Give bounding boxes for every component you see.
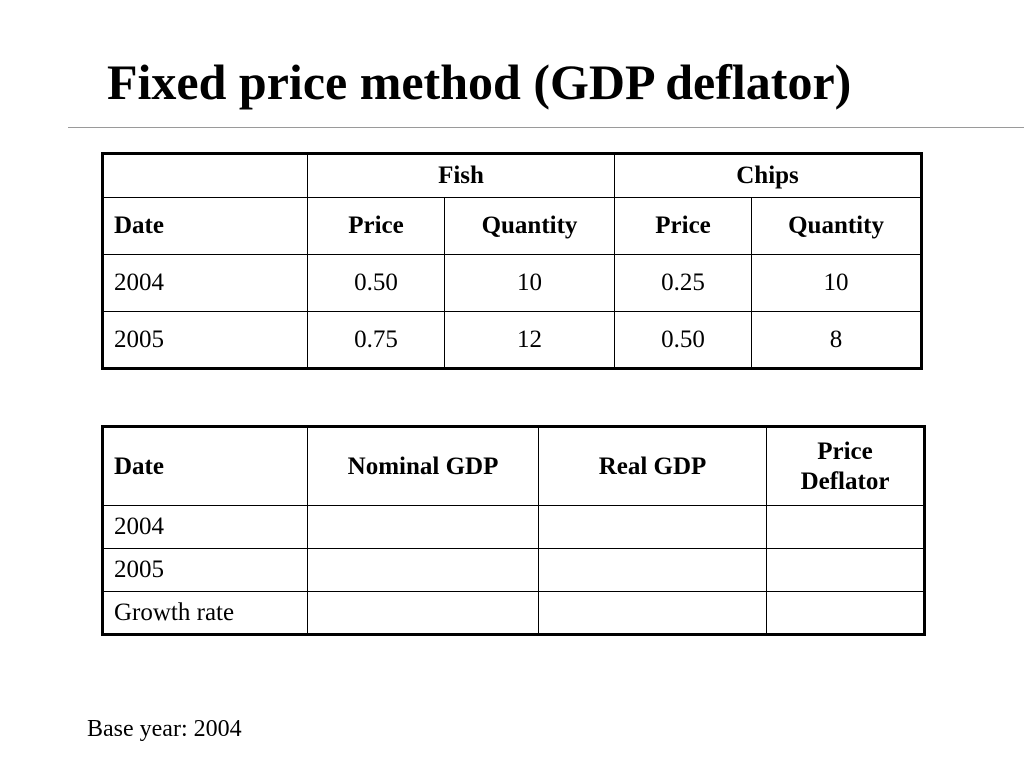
slide-title: Fixed price method (GDP deflator) — [107, 54, 852, 110]
table-group-header-row: Fish Chips — [102, 153, 923, 198]
fish-quantity-cell: 10 — [443, 254, 616, 312]
title-divider — [68, 127, 1024, 128]
column-header-fish-price: Price — [307, 197, 445, 255]
real-gdp-growth-cell — [538, 591, 767, 635]
price-deflator-growth-cell — [766, 591, 925, 635]
chips-quantity-cell: 10 — [751, 254, 923, 312]
base-year-note: Base year: 2004 — [87, 716, 242, 742]
column-header-price-deflator: Price Deflator — [766, 426, 925, 506]
nominal-gdp-cell — [307, 505, 539, 549]
column-header-date: Date — [102, 197, 308, 255]
fish-quantity-cell: 12 — [443, 311, 616, 369]
real-gdp-cell — [538, 505, 767, 549]
gdp-table: Date Nominal GDP Real GDP Price Deflator… — [101, 425, 926, 636]
real-gdp-cell — [538, 548, 767, 592]
column-header-chips-price: Price — [614, 197, 753, 255]
price-quantity-table: Fish Chips Date Price Quantity Price Qua… — [101, 152, 924, 370]
chips-price-cell: 0.25 — [614, 254, 753, 312]
column-header-chips-quantity: Quantity — [751, 197, 923, 255]
table-header-row: Date Nominal GDP Real GDP Price Deflator — [102, 426, 925, 506]
table-row: 2005 — [102, 548, 925, 592]
table-row: 2004 0.50 10 0.25 10 — [102, 254, 923, 312]
column-header-real-gdp: Real GDP — [538, 426, 767, 506]
chips-quantity-cell: 8 — [751, 311, 923, 369]
table-row: Growth rate — [102, 591, 925, 635]
price-deflator-cell — [766, 548, 925, 592]
date-cell: 2004 — [102, 254, 308, 312]
nominal-gdp-cell — [307, 548, 539, 592]
column-header-nominal-gdp: Nominal GDP — [307, 426, 539, 506]
date-cell: 2004 — [102, 505, 308, 549]
blank-header-cell — [102, 153, 308, 198]
nominal-gdp-growth-cell — [307, 591, 539, 635]
date-cell: 2005 — [102, 311, 308, 369]
fish-group-header: Fish — [306, 153, 616, 198]
fish-price-cell: 0.75 — [307, 311, 445, 369]
fish-price-cell: 0.50 — [307, 254, 445, 312]
chips-price-cell: 0.50 — [614, 311, 753, 369]
table-column-header-row: Date Price Quantity Price Quantity — [102, 197, 923, 255]
table-row: 2004 — [102, 505, 925, 549]
column-header-fish-quantity: Quantity — [443, 197, 616, 255]
growth-rate-label-cell: Growth rate — [102, 591, 308, 635]
column-header-date: Date — [102, 426, 308, 506]
chips-group-header: Chips — [614, 153, 923, 198]
date-cell: 2005 — [102, 548, 308, 592]
price-deflator-cell — [766, 505, 925, 549]
table-row: 2005 0.75 12 0.50 8 — [102, 311, 923, 369]
